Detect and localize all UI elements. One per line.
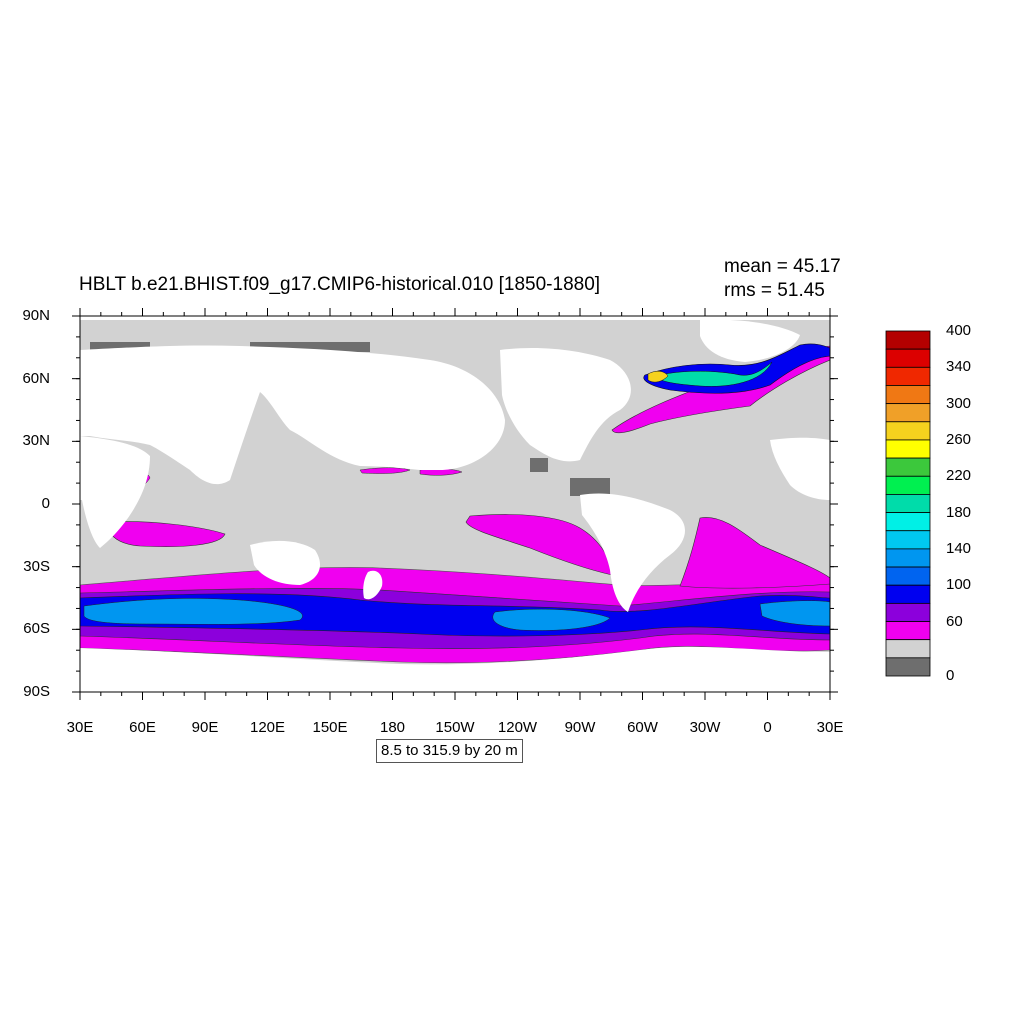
- lat-label: 60S: [23, 620, 50, 638]
- land-australia: [250, 540, 320, 585]
- land-arctic-strip: [80, 316, 830, 320]
- colorbar-label: 180: [946, 503, 972, 521]
- mean-value-text: mean = 45.17: [724, 256, 841, 277]
- colorbar-swatch: [885, 330, 931, 350]
- lon-label: 90E: [191, 719, 219, 736]
- colorbar-swatch: [885, 348, 931, 368]
- colorbar-swatch: [885, 566, 931, 586]
- lon-label: 150W: [435, 719, 475, 736]
- land-south-america: [580, 493, 685, 612]
- lat-label: 90N: [22, 307, 50, 324]
- colorbar-swatch: [885, 530, 931, 550]
- lon-label: 30E: [66, 719, 94, 736]
- land-greenland: [700, 319, 800, 362]
- colorbar-label: 100: [946, 576, 972, 594]
- land-eurasia: [80, 345, 505, 485]
- colorbar-swatch: [885, 439, 931, 459]
- lon-label: 60W: [627, 719, 658, 736]
- rms-value-text: rms = 51.45: [724, 280, 825, 301]
- colorbar: [885, 330, 931, 677]
- southern-ocean-band-lightblue-west: [83, 598, 303, 625]
- colorbar-label: 400: [946, 322, 972, 339]
- lon-label: 30E: [816, 719, 844, 736]
- colorbar-label: 340: [946, 358, 972, 376]
- colorbar-swatch: [885, 639, 931, 659]
- southern-ocean-band-lightblue-pacific: [492, 608, 611, 631]
- lat-label: 30S: [23, 557, 50, 575]
- land-new-zealand: [363, 570, 383, 600]
- colorbar-swatch: [885, 385, 931, 405]
- caribbean-shallow-region: [570, 478, 610, 496]
- lon-label: 90W: [564, 719, 596, 736]
- lon-label: 30W: [689, 719, 721, 736]
- south-atlantic-patch: [679, 517, 830, 589]
- south-indian-patch: [108, 521, 226, 547]
- lon-label: 120E: [249, 719, 286, 736]
- lon-label: 60E: [129, 719, 156, 736]
- colorbar-swatch: [885, 548, 931, 568]
- lon-label: 150E: [312, 719, 348, 736]
- colorbar-label: 220: [946, 467, 972, 485]
- colorbar-swatch: [885, 494, 931, 513]
- gulf-shallow-region: [530, 458, 548, 472]
- colorbar-label: 0: [946, 667, 955, 684]
- equatorial-pacific-patch-west: [359, 467, 411, 474]
- colorbar-swatch: [885, 621, 931, 641]
- lat-label: 60N: [22, 369, 50, 387]
- lon-label: 0: [763, 719, 772, 736]
- lat-label: 0: [41, 495, 50, 512]
- southern-ocean-band-lightblue-east: [759, 600, 830, 627]
- colorbar-swatch: [885, 584, 931, 604]
- colorbar-swatch: [885, 512, 931, 532]
- map-plot-area: [80, 316, 830, 692]
- colorbar-swatch: [885, 602, 931, 622]
- arctic-shallow-region: [250, 342, 370, 352]
- colorbar-swatch: [885, 457, 931, 477]
- lat-label: 30N: [22, 432, 50, 450]
- colorbar-label: 60: [946, 612, 963, 630]
- colorbar-label: 260: [946, 430, 972, 448]
- colorbar-swatch: [885, 421, 931, 441]
- land-africa: [80, 436, 150, 548]
- colorbar-label: 140: [946, 539, 972, 557]
- labrador-sea-hotspot: [647, 371, 669, 383]
- labrador-sea-core: [654, 361, 773, 387]
- colorbar-label: 300: [946, 394, 972, 412]
- colorbar-swatch: [885, 657, 931, 677]
- contour-info-box: 8.5 to 315.9 by 20 m: [376, 739, 523, 763]
- land-africa-east: [770, 437, 830, 500]
- colorbar-swatch: [885, 475, 931, 495]
- colorbar-swatch: [885, 403, 931, 423]
- lon-label: 120W: [497, 719, 538, 736]
- lon-label: 180: [379, 719, 406, 736]
- map-title: HBLT b.e21.BHIST.f09_g17.CMIP6-historica…: [79, 274, 601, 295]
- land-north-america: [500, 348, 631, 462]
- arctic-shallow-region-2: [90, 342, 150, 350]
- lat-label: 90S: [23, 683, 50, 700]
- colorbar-swatch: [885, 366, 931, 386]
- map-ticks: [72, 308, 838, 700]
- land-antarctica: [80, 646, 830, 692]
